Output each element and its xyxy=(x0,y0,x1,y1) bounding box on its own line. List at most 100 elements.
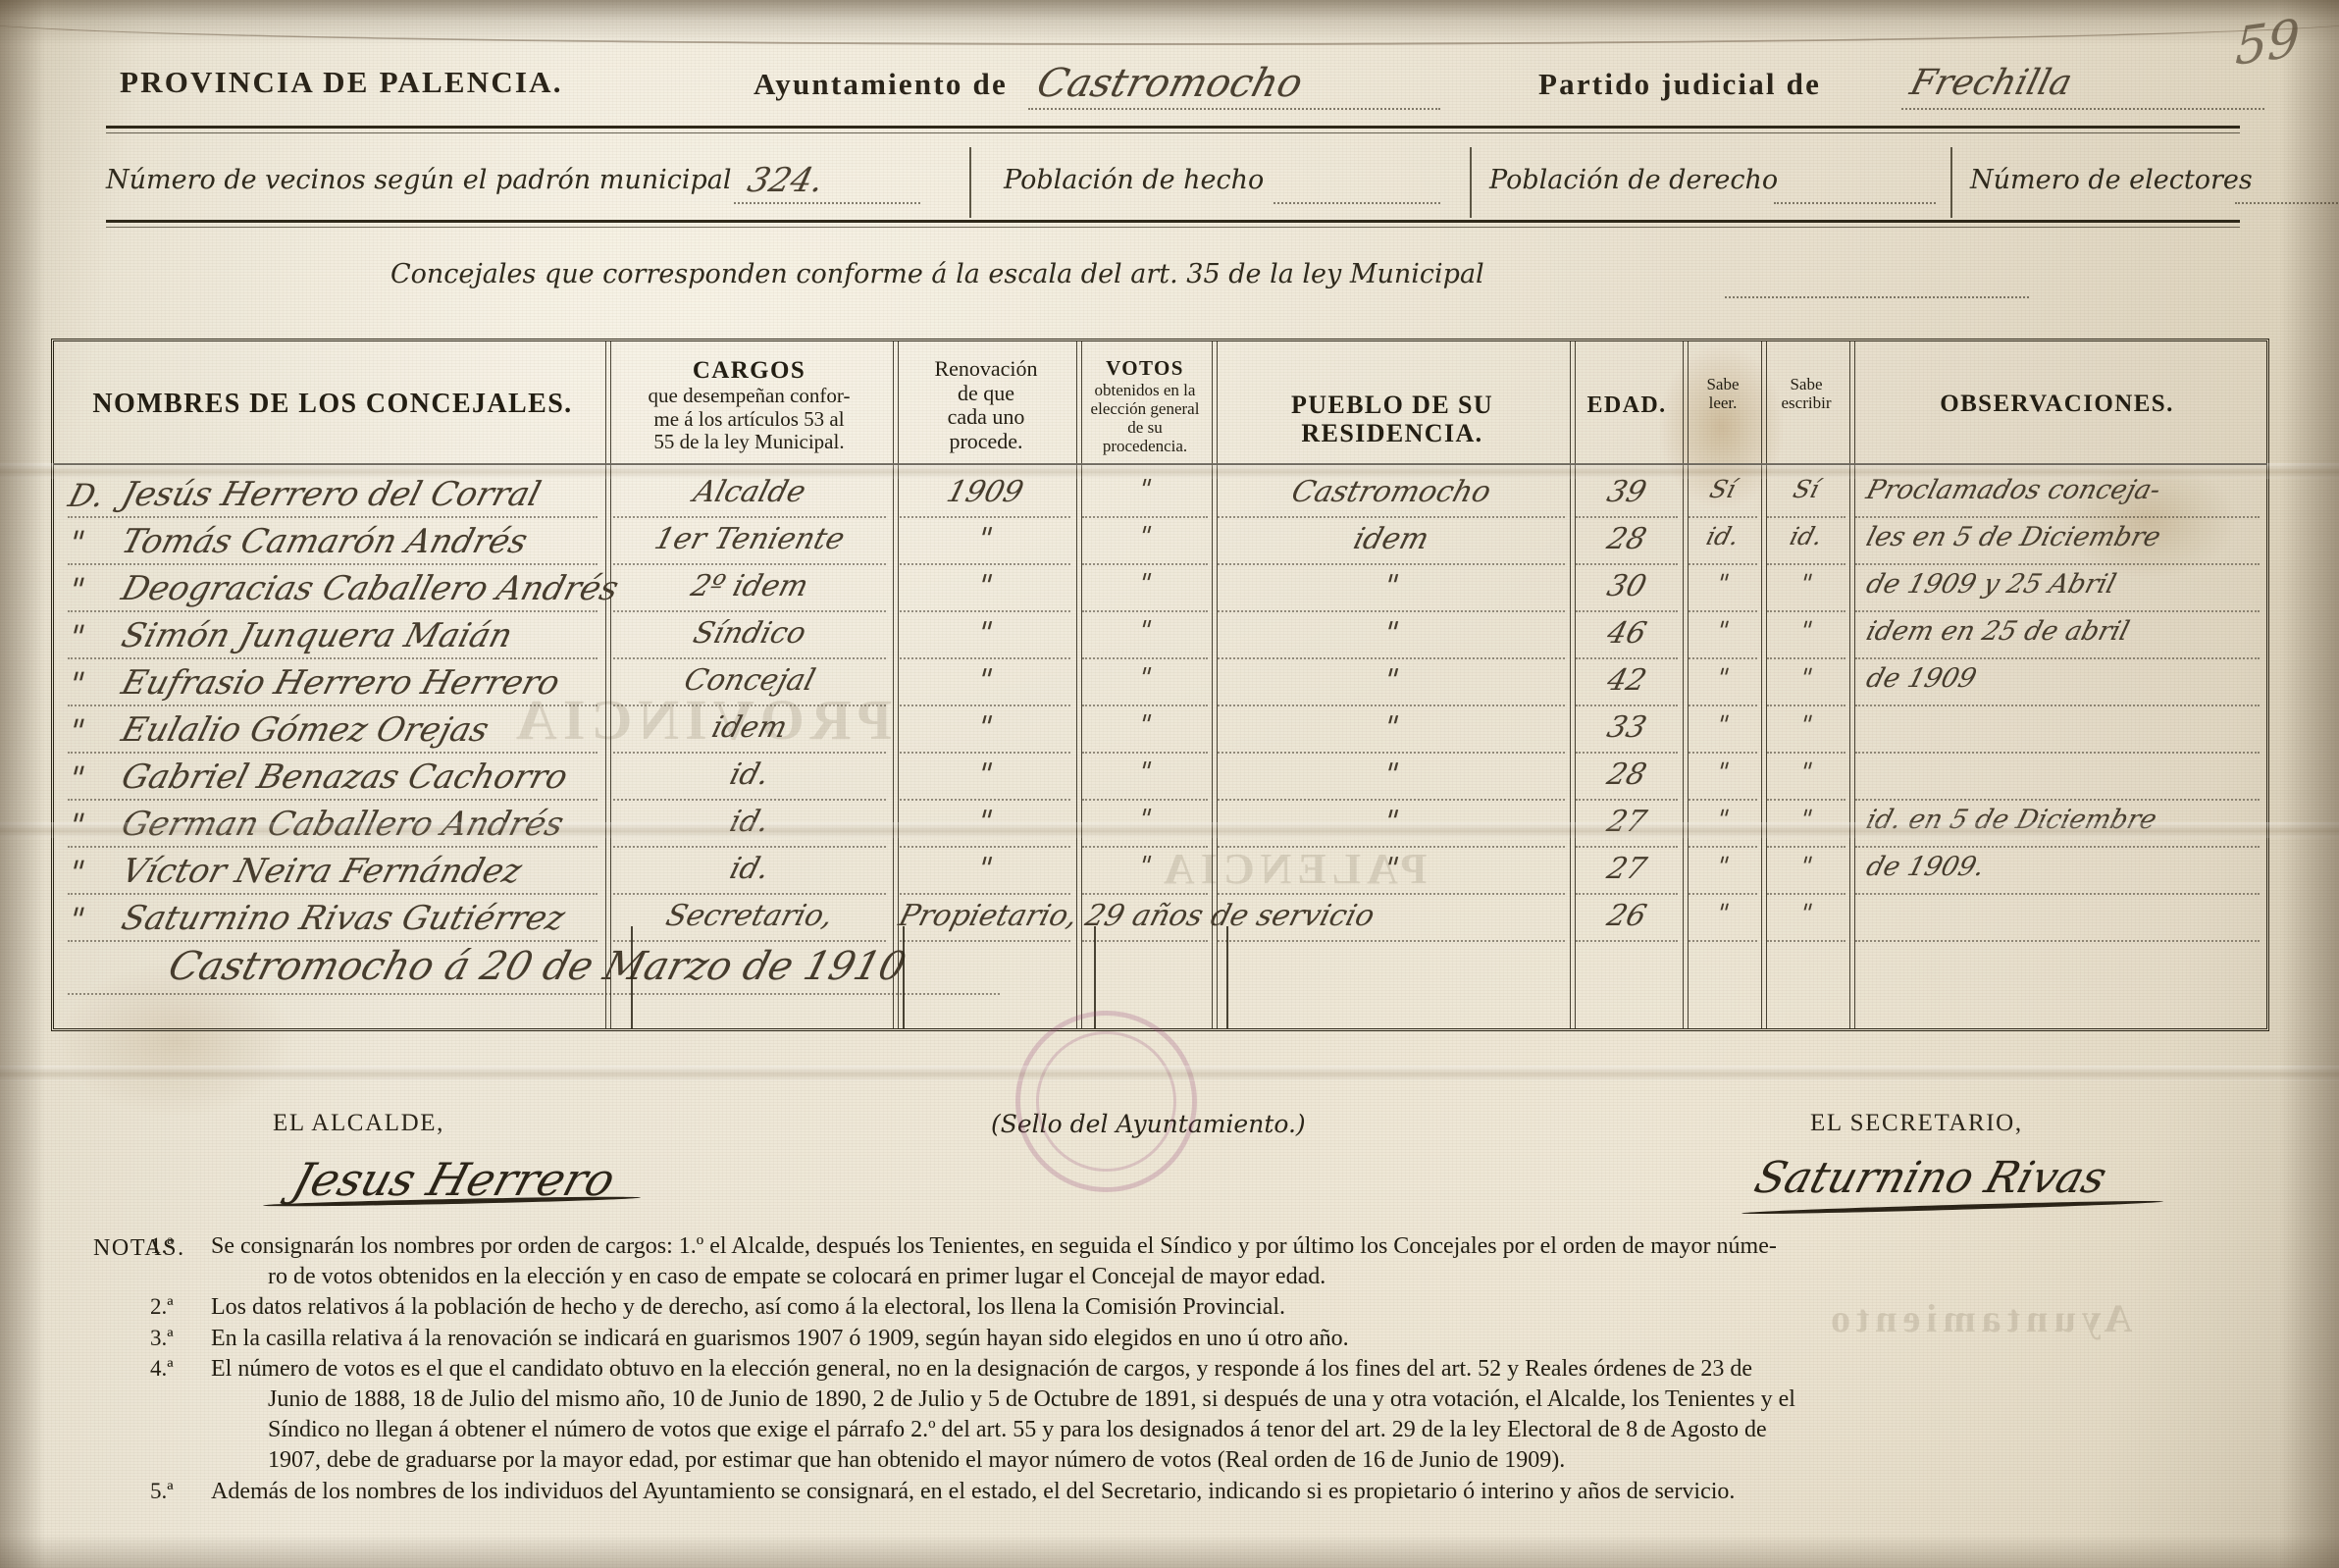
row-dotted-line xyxy=(1855,610,2260,612)
row-dotted-line xyxy=(1767,563,1845,565)
row-dotted-line xyxy=(613,846,886,848)
table-col-divider-4 xyxy=(1212,341,1218,1028)
row-dotted-line xyxy=(900,799,1070,801)
row-dotted-line xyxy=(68,705,598,706)
cell-escribir: " xyxy=(1796,852,1816,880)
cell-leer: " xyxy=(1713,710,1733,739)
row-prefix: " xyxy=(64,524,89,561)
note-item: 2.ª Los datos relativos á la población de… xyxy=(150,1292,2281,1323)
cell-leer: " xyxy=(1713,569,1733,598)
cell-escribir: " xyxy=(1796,663,1816,692)
cell-name: Simón Junquera Maián xyxy=(117,616,517,655)
row-dotted-line xyxy=(1082,563,1208,565)
cell-renovacion: " xyxy=(973,852,997,886)
table-col-divider-1 xyxy=(605,341,611,1028)
row-dotted-line xyxy=(1689,610,1757,612)
row-dotted-line xyxy=(900,846,1070,848)
cell-obs: de 1909. xyxy=(1862,852,1989,882)
row-dotted-line xyxy=(68,516,598,518)
note-line: Además de los nombres de los individuos … xyxy=(211,1478,1736,1504)
cell-leer: " xyxy=(1713,616,1733,645)
cell-pueblo: " xyxy=(1379,852,1403,886)
row-dotted-line xyxy=(1855,799,2260,801)
row-dotted-line xyxy=(1576,846,1678,848)
row-dotted-line xyxy=(1218,705,1565,706)
judicial-district-label: Partido judicial de xyxy=(1538,67,1822,101)
cell-cargo: id. xyxy=(726,805,773,839)
judicial-district-fill-line xyxy=(1901,108,2264,110)
row-dotted-line xyxy=(68,893,598,895)
row-dotted-line xyxy=(1082,752,1208,754)
note-line: ro de votos obtenidos en la elección y e… xyxy=(268,1264,1326,1290)
date-box-divider-2 xyxy=(903,926,905,1028)
province-label: PROVINCIA DE PALENCIA. xyxy=(120,65,563,99)
cell-escribir: " xyxy=(1796,899,1816,927)
th-sabe-escribir-text: Sabe escribir xyxy=(1781,375,1832,413)
table-col-divider-3 xyxy=(1076,341,1082,1028)
row-dotted-line xyxy=(1689,563,1757,565)
cell-name: Gabriel Benazas Cachorro xyxy=(117,758,572,797)
cell-votos: " xyxy=(1134,758,1156,787)
cell-cargo: Alcalde xyxy=(690,475,809,509)
note-number: 3.ª xyxy=(150,1325,174,1350)
cell-escribir: " xyxy=(1796,710,1816,739)
cell-edad: 46 xyxy=(1603,616,1650,651)
row-dotted-line xyxy=(1767,516,1845,518)
note-number: 5.ª xyxy=(150,1478,174,1503)
row-dotted-line xyxy=(1855,752,2260,754)
row-dotted-line xyxy=(1767,846,1845,848)
cell-pueblo: " xyxy=(1379,616,1403,651)
row-dotted-line xyxy=(1689,705,1757,706)
row-dotted-line xyxy=(1855,846,2260,848)
row-dotted-line xyxy=(613,752,886,754)
row-dotted-line xyxy=(613,940,886,942)
cell-pueblo: idem xyxy=(1349,522,1433,556)
cell-cargo: 1er Teniente xyxy=(650,522,849,556)
cell-name: Jesús Herrero del Corral xyxy=(117,475,546,514)
cell-escribir: " xyxy=(1796,805,1816,833)
cell-cargo: id. xyxy=(726,852,773,886)
row-dotted-line xyxy=(1855,940,2260,942)
row-dotted-line xyxy=(1576,610,1678,612)
row-dotted-line xyxy=(1082,610,1208,612)
row-dotted-line xyxy=(613,893,886,895)
cell-obs: idem en 25 de abril xyxy=(1862,616,2133,647)
note-item: 5.ª Además de los nombres de los individu… xyxy=(150,1477,2281,1507)
pop-de-hecho-label: Población de hecho xyxy=(1004,165,1265,195)
table-col-divider-8 xyxy=(1849,341,1855,1028)
municipality-label: Ayuntamiento de xyxy=(754,67,1008,101)
cell-votos: " xyxy=(1134,569,1156,599)
row-prefix: " xyxy=(64,571,89,608)
councillors-table: NOMBRES DE LOS CONCEJALES. CARGOS que de… xyxy=(51,339,2269,1031)
cell-escribir: Sí xyxy=(1790,475,1823,503)
notes-body: 1.ª Se consignarán los nombres por orden … xyxy=(150,1231,2281,1507)
header-rule-2 xyxy=(106,220,2240,223)
row-dotted-line xyxy=(68,657,598,659)
table-header-rule xyxy=(54,463,2266,465)
cell-pueblo: Castromocho xyxy=(1287,475,1495,509)
cell-leer: " xyxy=(1713,758,1733,786)
header-separator-2 xyxy=(1470,147,1472,218)
row-dotted-line xyxy=(1218,846,1565,848)
cell-renovacion: 1909 xyxy=(943,475,1027,509)
cell-edad: 30 xyxy=(1603,569,1650,603)
cell-pueblo: " xyxy=(1379,710,1403,745)
row-dotted-line xyxy=(1082,940,1208,942)
note-item: 4.ª El número de votos es el que el candi… xyxy=(150,1354,2281,1477)
notes-section: NOTAS. 1.ª Se consignarán los nombres por… xyxy=(93,1231,2281,1507)
row-dotted-line xyxy=(1576,799,1678,801)
table-col-divider-6 xyxy=(1683,341,1689,1028)
row-dotted-line xyxy=(1855,893,2260,895)
note-line: El número de votos es el que el candidat… xyxy=(211,1355,1753,1382)
row-prefix: D. xyxy=(64,477,109,514)
cell-leer: Sí xyxy=(1706,475,1740,503)
cell-obs: de 1909 y 25 Abril xyxy=(1862,569,2120,600)
cell-renovacion: " xyxy=(973,805,997,839)
cell-votos: " xyxy=(1134,475,1156,504)
cell-leer: id. xyxy=(1703,522,1742,550)
note-number: 1.ª xyxy=(150,1233,174,1258)
row-dotted-line xyxy=(1767,940,1845,942)
row-dotted-line xyxy=(1767,705,1845,706)
row-dotted-line xyxy=(1576,705,1678,706)
secretary-label: EL SECRETARIO, xyxy=(1810,1110,2023,1136)
